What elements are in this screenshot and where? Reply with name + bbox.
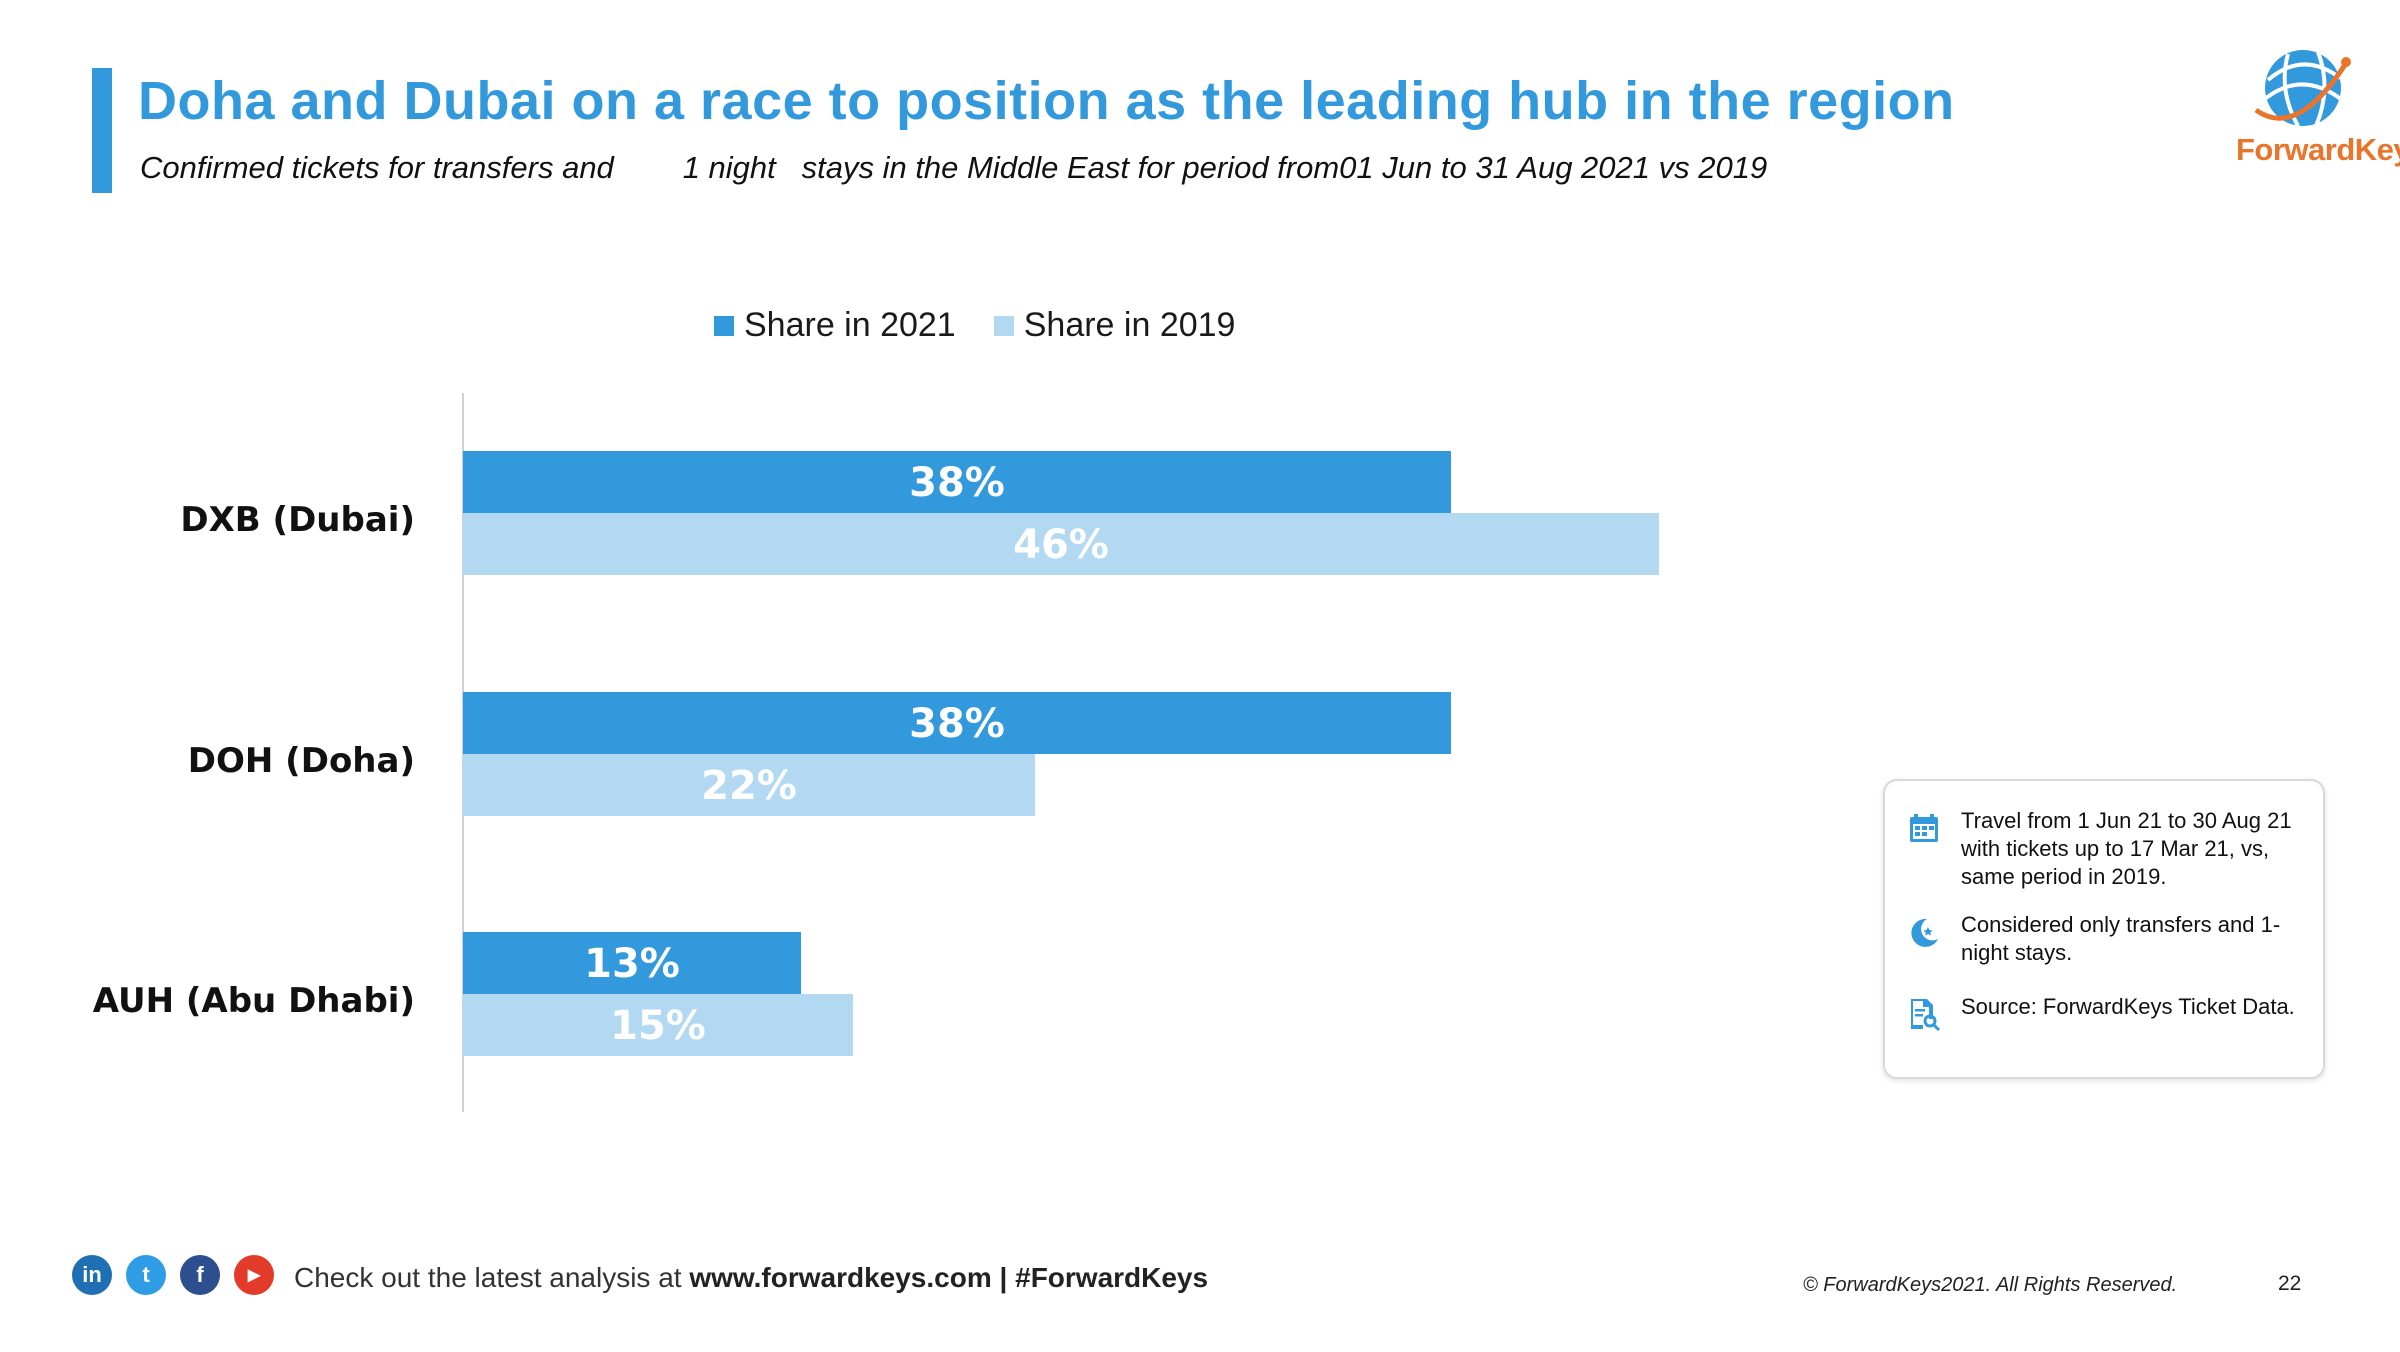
- info-item-stays: Considered only transfers and 1-night st…: [1907, 911, 2301, 967]
- info-item-period: Travel from 1 Jun 21 to 30 Aug 21 with t…: [1907, 807, 2301, 891]
- document-search-icon: [1911, 999, 1941, 1031]
- data-label: 46%: [1013, 522, 1109, 568]
- legend-swatch-2019: [993, 315, 1014, 336]
- twitter-icon[interactable]: t: [126, 1255, 166, 1295]
- category-label: DXB (Dubai): [180, 500, 415, 540]
- info-text-stays: Considered only transfers and 1-night st…: [1961, 912, 2281, 965]
- forwardkeys-logo-icon: [2254, 50, 2351, 127]
- data-label: 38%: [909, 460, 1005, 506]
- data-label: 38%: [909, 701, 1005, 747]
- calendar-icon: [1910, 814, 1938, 842]
- data-label: 15%: [610, 1003, 706, 1049]
- info-box: Travel from 1 Jun 21 to 30 Aug 21 with t…: [1883, 779, 2325, 1079]
- linkedin-glyph: in: [82, 1262, 102, 1287]
- legend-item-2019: Share in 2019: [993, 306, 1236, 345]
- data-label: 13%: [584, 941, 680, 987]
- social-links: in t f ▶: [72, 1255, 274, 1295]
- legend-swatch-2021: [714, 315, 734, 336]
- footer-link[interactable]: www.forwardkeys.com | #ForwardKeys: [689, 1262, 1209, 1293]
- moon-icon: [1911, 918, 1938, 947]
- facebook-icon[interactable]: f: [180, 1255, 220, 1295]
- legend-item-2021: Share in 2021: [714, 306, 956, 345]
- category-label: AUH (Abu Dhabi): [93, 981, 415, 1021]
- page-subtitle: Confirmed tickets for transfers and 1 ni…: [140, 150, 1768, 185]
- info-item-source: Source: ForwardKeys Ticket Data.: [1907, 993, 2301, 1031]
- category-label: DOH (Doha): [188, 741, 415, 781]
- legend-label-2021: Share in 2021: [744, 306, 956, 344]
- logo-text: ForwardKeys: [2236, 132, 2400, 167]
- legend-label-2019: Share in 2019: [1023, 306, 1236, 344]
- linkedin-icon[interactable]: in: [72, 1255, 112, 1295]
- youtube-glyph: ▶: [247, 1267, 261, 1284]
- twitter-glyph: t: [142, 1262, 150, 1287]
- bar-2021: [463, 932, 801, 994]
- facebook-glyph: f: [196, 1262, 204, 1287]
- bar-2019: [463, 513, 1659, 575]
- info-text-source: Source: ForwardKeys Ticket Data.: [1961, 994, 2295, 1019]
- bar-2021: [463, 692, 1451, 754]
- bar-2019: [463, 754, 1035, 816]
- footer-cta-text: Check out the latest analysis at: [294, 1262, 682, 1293]
- youtube-icon[interactable]: ▶: [234, 1255, 274, 1295]
- copyright: © ForwardKeys2021. All Rights Reserved.: [1803, 1274, 2178, 1296]
- info-text-period: Travel from 1 Jun 21 to 30 Aug 21 with t…: [1961, 808, 2292, 889]
- page-number: 22: [2278, 1272, 2302, 1295]
- chart-legend: Share in 2021 Share in 2019: [714, 306, 1235, 345]
- bar-2019: [463, 994, 853, 1056]
- title-accent-bar: [92, 68, 112, 193]
- data-label: 22%: [701, 763, 797, 809]
- page-title: Doha and Dubai on a race to position as …: [138, 71, 1955, 131]
- bar-2021: [463, 451, 1451, 513]
- footer-cta: Check out the latest analysis at www.for…: [294, 1262, 1208, 1294]
